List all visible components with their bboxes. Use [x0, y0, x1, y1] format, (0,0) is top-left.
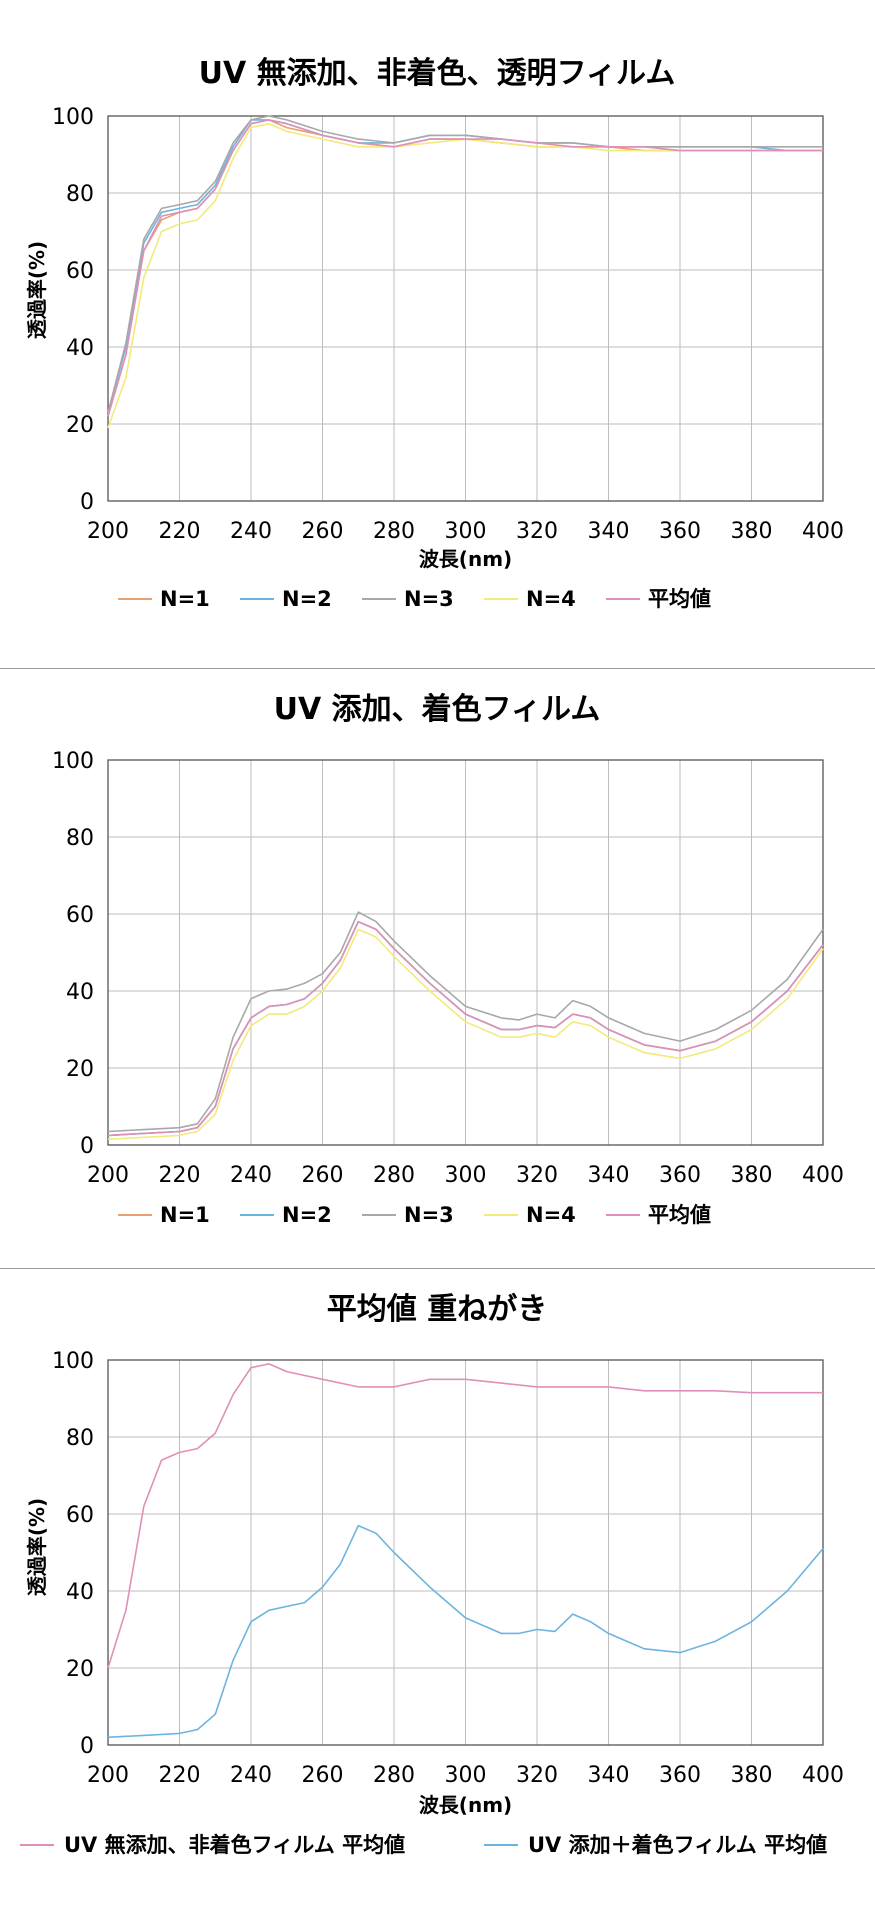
- chart-transparent-film: UV 無添加、非着色、透明フィルム 200 220 240 260 280 300 320 34…: [0, 0, 875, 640]
- chart-average-overlay: 平均値 重ねがき 200 220 240 260 280 300 320 340 360 380 40…: [0, 1272, 875, 1912]
- x-tick-label: 320: [516, 519, 558, 544]
- x-tick-label: 200: [87, 1163, 129, 1188]
- y-tick-label: 80: [66, 1426, 94, 1451]
- x-tick-label: 400: [802, 1163, 844, 1188]
- x-tick-label: 360: [659, 1163, 701, 1188]
- x-tick-label: 240: [230, 1763, 272, 1788]
- legend-label-3: N=3: [404, 1203, 454, 1227]
- y-tick-label: 20: [66, 1657, 94, 1682]
- legend-label-1: N=1: [160, 587, 210, 611]
- x-tick-label: 280: [373, 519, 415, 544]
- series-line-2: [107, 1524, 824, 1739]
- legend-label-5: 平均値: [648, 587, 711, 611]
- legend-label-5: 平均値: [648, 1203, 711, 1227]
- y-tick-label: 60: [66, 903, 94, 928]
- x-tick-label: 240: [230, 1163, 272, 1188]
- x-tick-label: 340: [588, 1763, 630, 1788]
- series-line-1: [107, 1363, 823, 1669]
- divider-top: [0, 668, 875, 669]
- series-line-4: [107, 928, 824, 1140]
- x-tick-label: 200: [87, 519, 129, 544]
- x-tick-label: 300: [445, 1763, 487, 1788]
- y-tick-label: 20: [66, 413, 94, 438]
- y-tick-label: 40: [66, 336, 94, 361]
- series-line-5: [107, 920, 824, 1137]
- x-tick-label: 260: [302, 1763, 344, 1788]
- y-axis-label: 透過率(%): [25, 241, 49, 339]
- x-tick-label: 380: [731, 1163, 773, 1188]
- x-tick-label: 400: [802, 519, 844, 544]
- series-line-3: [107, 911, 824, 1133]
- x-tick-label: 300: [445, 519, 487, 544]
- x-tick-label: 340: [588, 519, 630, 544]
- x-tick-label: 300: [445, 1163, 487, 1188]
- x-tick-label: 360: [659, 519, 701, 544]
- legend-label-2: N=2: [282, 1203, 332, 1227]
- y-tick-label: 100: [52, 105, 94, 130]
- chart-colored-film: UV 添加、着色フィルム 200 220 240 260 280 300 320 340 360 3…: [0, 672, 875, 1272]
- x-tick-label: 220: [159, 519, 201, 544]
- plot-frame: [107, 759, 824, 1146]
- x-tick-label: 260: [302, 519, 344, 544]
- legend-label-4: N=4: [526, 587, 576, 611]
- series-line-5: [107, 119, 823, 417]
- chart-title: UV 無添加、非着色、透明フィルム: [199, 56, 676, 91]
- y-tick-label: 0: [80, 1734, 94, 1759]
- x-axis-label: 波長(nm): [419, 547, 512, 571]
- legend-label-2: N=2: [282, 587, 332, 611]
- legend-label-1: UV 無添加、非着色フィルム 平均値: [64, 1833, 405, 1857]
- x-tick-label: 260: [302, 1163, 344, 1188]
- x-tick-label: 360: [659, 1763, 701, 1788]
- legend-label-1: N=1: [160, 1203, 210, 1227]
- divider-bottom: [0, 1268, 875, 1269]
- y-tick-label: 40: [66, 1580, 94, 1605]
- chart-title: 平均値 重ねがき: [327, 1292, 547, 1327]
- y-tick-label: 20: [66, 1057, 94, 1082]
- legend-label-4: N=4: [526, 1203, 576, 1227]
- x-tick-label: 220: [159, 1163, 201, 1188]
- y-tick-label: 80: [66, 826, 94, 851]
- x-tick-label: 380: [731, 519, 773, 544]
- x-tick-label: 280: [373, 1163, 415, 1188]
- x-tick-label: 380: [731, 1763, 773, 1788]
- x-tick-label: 220: [159, 1763, 201, 1788]
- x-axis-label: 波長(nm): [419, 1793, 512, 1817]
- y-tick-label: 40: [66, 980, 94, 1005]
- y-tick-label: 100: [52, 749, 94, 774]
- x-tick-label: 240: [230, 519, 272, 544]
- x-tick-label: 200: [87, 1763, 129, 1788]
- plot-frame: [107, 1359, 824, 1746]
- plot-frame: [107, 115, 824, 502]
- y-axis-label: 透過率(%): [25, 1498, 49, 1596]
- y-tick-label: 60: [66, 259, 94, 284]
- x-tick-label: 340: [588, 1163, 630, 1188]
- y-tick-label: 100: [52, 1349, 94, 1374]
- series-line-3: [107, 115, 823, 413]
- legend-label-2: UV 添加＋着色フィルム 平均値: [528, 1833, 827, 1857]
- x-tick-label: 400: [802, 1763, 844, 1788]
- y-tick-label: 60: [66, 1503, 94, 1528]
- chart-title: UV 添加、着色フィルム: [274, 692, 601, 727]
- x-tick-label: 320: [516, 1763, 558, 1788]
- y-tick-label: 0: [80, 490, 94, 515]
- legend-label-3: N=3: [404, 587, 454, 611]
- y-tick-label: 80: [66, 182, 94, 207]
- x-tick-label: 280: [373, 1763, 415, 1788]
- x-tick-label: 320: [516, 1163, 558, 1188]
- y-tick-label: 0: [80, 1134, 94, 1159]
